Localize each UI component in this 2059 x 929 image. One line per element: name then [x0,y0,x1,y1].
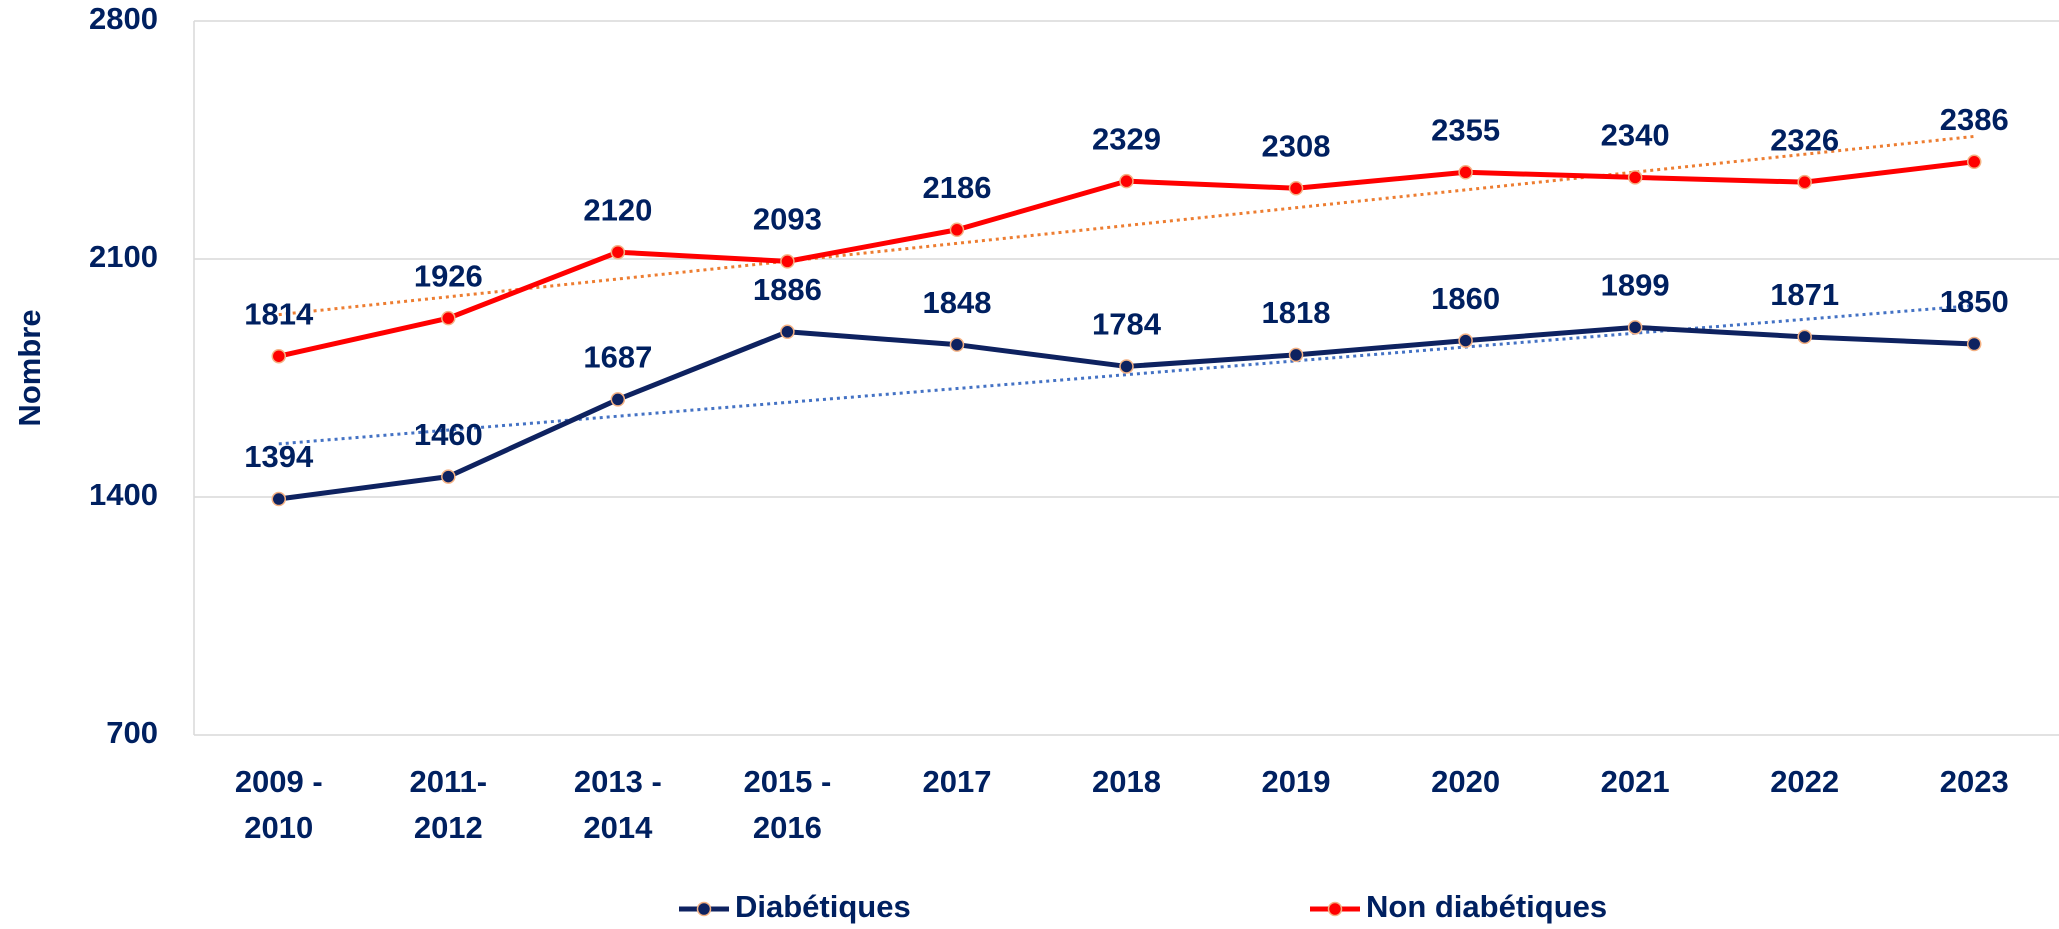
trendline [278,134,1975,317]
data-label: 1926 [414,258,483,293]
x-tick-label: 2015 -2016 [743,764,831,845]
data-label: 2326 [1770,122,1839,157]
marker [1288,181,1304,196]
marker [1288,347,1304,363]
data-label: 2093 [753,202,822,237]
data-label: 1394 [244,439,314,474]
data-label: 2329 [1092,121,1161,156]
marker [610,244,626,260]
legend-marker [1327,901,1343,917]
data-label: 2386 [1940,102,2009,137]
data-label: 2308 [1262,128,1331,163]
marker [949,222,965,238]
marker [1797,329,1812,345]
data-label: 1860 [1431,281,1500,316]
data-label: 2355 [1431,112,1500,147]
y-tick-label: 2100 [89,239,158,274]
x-tick-label: 2021 [1601,764,1670,799]
x-tick-label: 2019 [1262,764,1331,799]
marker [1119,173,1134,189]
legend-marker [696,901,712,917]
data-label: 1886 [753,272,822,307]
data-label: 1899 [1601,268,1670,303]
marker [610,392,626,407]
x-tick-label: 2020 [1431,764,1500,799]
data-label: 1460 [414,417,483,452]
x-tick-label: 2013 -2014 [574,764,662,845]
data-label: 1784 [1092,307,1162,342]
data-label: 1850 [1940,284,2009,319]
marker [780,324,795,340]
marker [1119,359,1134,374]
data-label: 1687 [583,340,652,375]
data-label: 1814 [244,296,314,331]
data-label: 1871 [1770,277,1839,312]
y-tick-label: 700 [106,715,158,750]
marker [1966,336,1982,352]
marker [1627,320,1643,335]
y-tick-label: 2800 [89,1,158,36]
marker [441,310,456,326]
marker [1627,170,1643,185]
y-axis-title: Nombre [12,309,47,426]
y-tick-label: 1400 [89,477,158,512]
marker [780,254,795,269]
data-label: 2186 [922,170,991,205]
marker [1458,333,1473,348]
x-tick-label: 2017 [922,764,991,799]
data-label: 2120 [583,192,652,227]
marker [441,469,456,484]
legend-label: Non diabétiques [1366,889,1607,924]
marker [271,491,287,507]
legend-label: Diabétiques [735,889,911,924]
x-tick-label: 2022 [1770,764,1839,799]
x-tick-label: 2023 [1940,764,2009,799]
marker [1458,165,1473,180]
marker [1797,174,1812,190]
marker [271,348,287,364]
x-tick-label: 2009 -2010 [235,764,323,845]
x-tick-label: 2011-2012 [410,764,488,845]
marker [1966,154,1982,170]
series-line [278,324,1975,502]
marker [949,337,965,352]
data-label: 2340 [1601,118,1670,153]
data-label: 1818 [1262,295,1331,330]
x-tick-label: 2018 [1092,764,1161,799]
data-label: 1848 [922,285,991,320]
